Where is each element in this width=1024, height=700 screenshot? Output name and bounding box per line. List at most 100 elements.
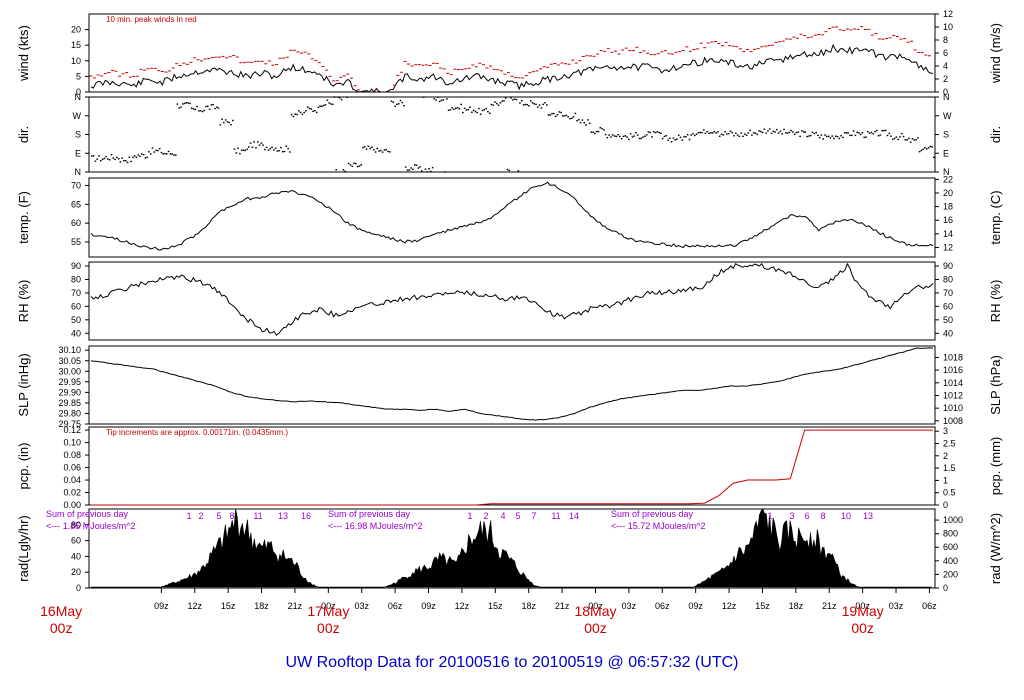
dir-point: [654, 131, 657, 134]
dir-point: [100, 160, 102, 162]
dir-point: [792, 131, 794, 133]
sea_level_pressure-frame: [88, 345, 936, 425]
dir-point: [900, 132, 903, 135]
dir-point: [164, 152, 166, 155]
dir-point: [504, 97, 507, 99]
dir-point: [506, 168, 509, 171]
dir-point: [251, 146, 254, 148]
relative_humidity-line: [90, 262, 934, 336]
dir-point: [467, 108, 470, 111]
dir-point: [433, 98, 436, 100]
x-tick-label: 21z: [288, 601, 303, 611]
dir-point: [836, 135, 839, 138]
dir-point: [733, 135, 735, 137]
dir-point: [535, 103, 537, 106]
dir-point: [608, 134, 610, 136]
dir-point: [278, 149, 280, 152]
radiation-marker-label: 1: [186, 511, 191, 521]
y-tick-label: 29.95: [58, 377, 81, 387]
y-tick-label: 0.10: [63, 438, 81, 448]
y-tick-label-right: 20: [943, 188, 953, 198]
wind-frame: [88, 13, 936, 93]
dir-tick-label: S: [75, 130, 81, 140]
dir-point: [578, 118, 580, 121]
dir-point: [508, 169, 511, 172]
dir-point: [765, 132, 767, 134]
dir-point: [321, 105, 323, 107]
dir-point: [428, 168, 430, 170]
dir-point: [715, 132, 718, 134]
dir-point: [824, 134, 826, 136]
dir-point: [406, 169, 409, 171]
dir-point: [132, 156, 134, 159]
dir-point: [870, 131, 873, 134]
dir-point: [376, 147, 379, 150]
y-tick-label: 10: [71, 56, 81, 66]
dir-point: [262, 144, 264, 146]
dir-point: [565, 114, 568, 117]
x-tick-label: 18z: [254, 601, 269, 611]
dir-point: [781, 133, 784, 135]
dir-point: [918, 151, 921, 153]
y-tick-label-right: 70: [943, 288, 953, 298]
dir-point: [239, 152, 241, 155]
dir-point: [413, 164, 416, 166]
dir-point: [264, 148, 266, 151]
y-tick-label-right: 16: [943, 215, 953, 225]
dir-point: [799, 135, 801, 138]
dir-point: [180, 106, 182, 108]
dir-point: [258, 144, 261, 146]
dir-point: [315, 111, 318, 114]
x-tick-label: 12z: [187, 601, 202, 611]
dir-point: [112, 157, 115, 159]
y-tick-label: 0.04: [63, 475, 81, 485]
radiation-marker-label: 2: [198, 511, 203, 521]
dir-point: [235, 152, 238, 154]
dir-point: [515, 98, 518, 101]
dir-point: [305, 110, 307, 112]
dir-point: [421, 170, 423, 172]
radiation-area: [90, 508, 932, 589]
radiation-marker-label: 1: [467, 511, 472, 521]
dir-point: [481, 109, 484, 112]
dir-point: [665, 135, 668, 137]
dir-point: [353, 162, 355, 164]
dir-point: [328, 102, 330, 104]
dir-tick-label: E: [75, 148, 81, 158]
dir-point: [158, 147, 161, 150]
y-tick-label-right: 0.5: [943, 488, 956, 498]
dir-tick-label: N: [75, 92, 82, 102]
dir-point: [736, 134, 739, 136]
dir-point: [280, 146, 282, 149]
dir-point: [842, 136, 844, 139]
dir-point: [561, 115, 564, 117]
dir-point: [362, 146, 364, 149]
dir-point: [786, 132, 789, 134]
dir-point: [276, 150, 279, 152]
dir-point: [838, 137, 841, 140]
dir-point: [399, 99, 402, 102]
dir-point: [387, 150, 389, 153]
dir-point: [542, 103, 545, 106]
y-tick-label: 30.00: [58, 366, 81, 376]
dir-point: [587, 119, 589, 121]
radiation-marker-label: 3: [789, 511, 794, 521]
dir-point: [747, 132, 750, 134]
dir-point: [281, 150, 284, 153]
dir-point: [585, 124, 587, 126]
dir-point: [567, 116, 569, 118]
y-tick-label-right: 0: [943, 500, 948, 510]
radiation-sum-value: <--- 16.98 MJoules/m^2: [328, 521, 423, 531]
dir-point: [378, 150, 380, 152]
dir-point: [727, 132, 730, 135]
dir-point: [801, 130, 803, 132]
y-tick-label: 0: [76, 87, 81, 97]
dir-point: [392, 101, 395, 103]
dir-point: [367, 145, 370, 148]
dir-point: [710, 132, 712, 134]
dir-point: [742, 135, 744, 138]
x-tick-label: 12z: [722, 601, 737, 611]
dir-point: [644, 135, 646, 137]
relative_humidity-panel: RH (%) RH (%) 40 50 60 70 80 90 40 50 60 70 80 90: [16, 261, 1003, 341]
dir-point: [683, 136, 685, 138]
